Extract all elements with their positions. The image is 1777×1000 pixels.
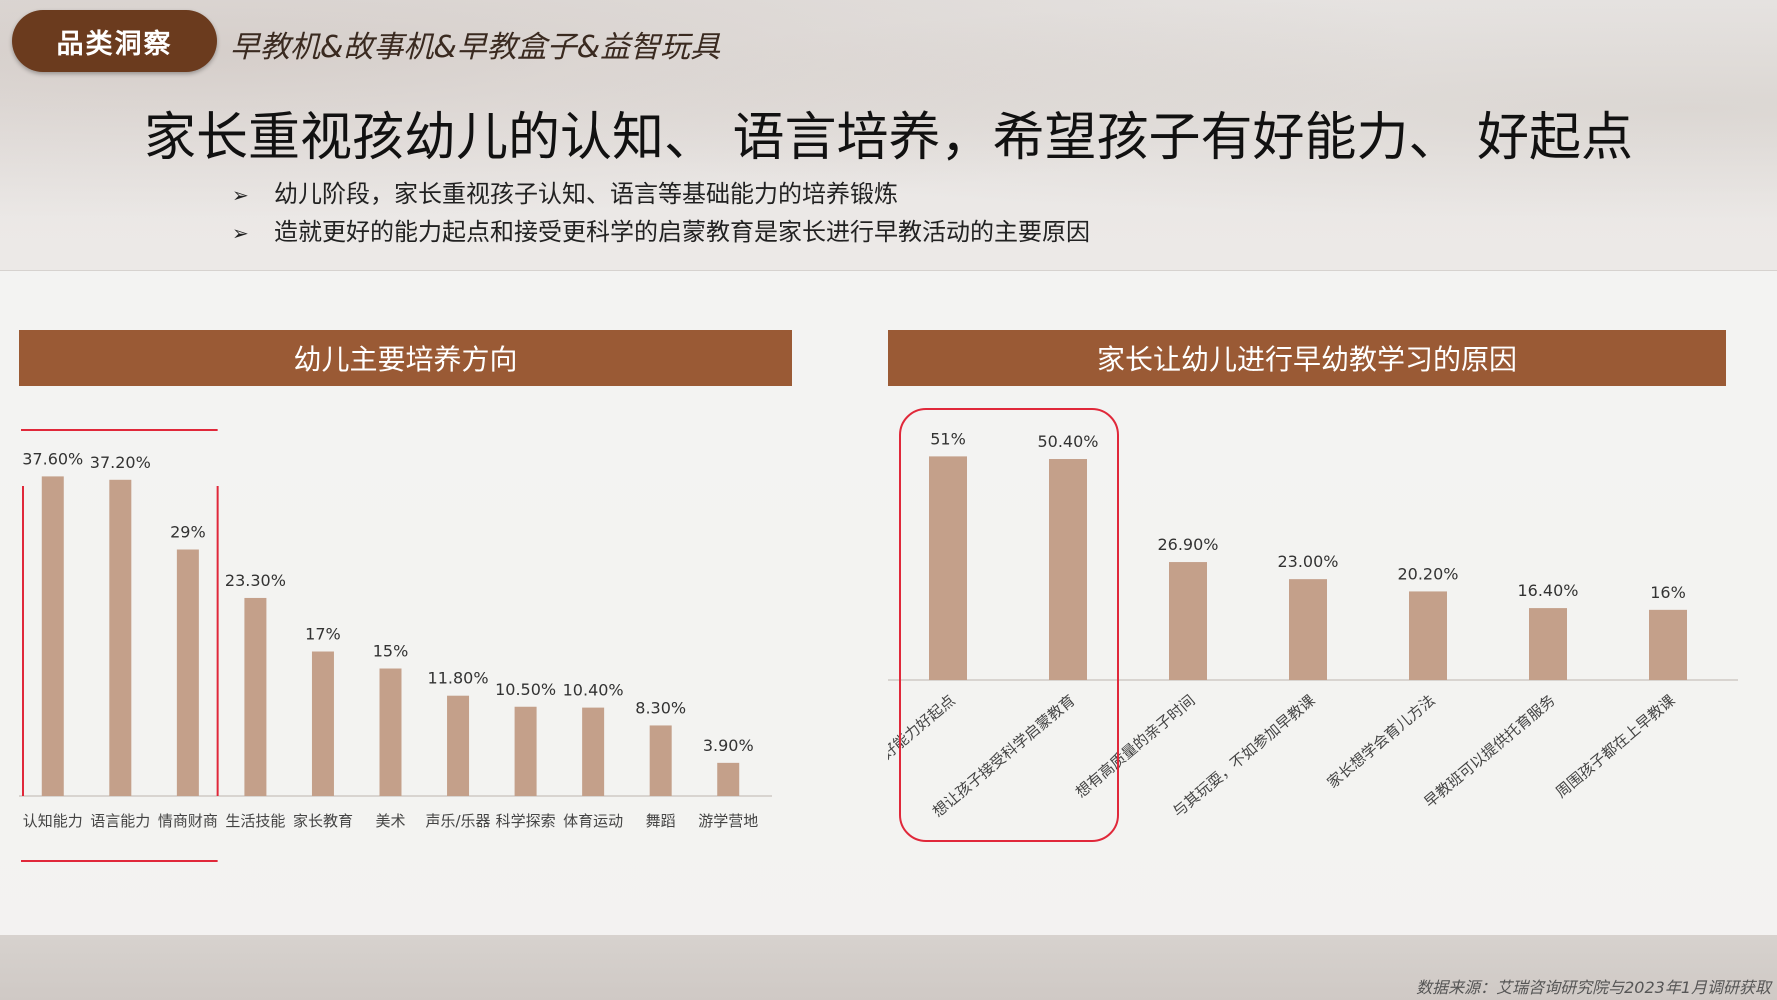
arrowhead-icon: ➢: [232, 183, 249, 207]
bar: [1649, 609, 1687, 680]
data-label: 20.20%: [1397, 564, 1458, 583]
data-label: 26.90%: [1157, 535, 1218, 554]
highlight-frame: [899, 408, 1119, 842]
bar: [1169, 562, 1207, 680]
tick-label: 情商财商: [158, 812, 218, 830]
right-chart-header: 家长让幼儿进行早幼教学习的原因: [888, 330, 1726, 386]
tick-label: 家长想学会育儿方法: [1324, 691, 1439, 792]
category-tag: 品类洞察: [12, 10, 217, 72]
tick-label: 科学探索: [496, 812, 556, 830]
tick-label: 认知能力: [23, 812, 83, 830]
data-label: 29%: [170, 523, 206, 542]
bar: [649, 725, 672, 796]
background-bottom: [0, 935, 1777, 1000]
tick-label: 生活技能: [225, 812, 285, 830]
background-top: [0, 0, 1777, 270]
bullet-text: 造就更好的能力起点和接受更科学的启蒙教育是家长进行早教活动的主要原因: [274, 218, 1090, 246]
tick-label: 想有高质量的亲子时间: [1072, 691, 1198, 801]
data-label: 16.40%: [1517, 581, 1578, 600]
data-label: 23.00%: [1277, 552, 1338, 571]
tick-label: 美术: [375, 812, 405, 830]
data-label: 10.50%: [495, 680, 556, 699]
bar: [1529, 608, 1567, 680]
bar: [514, 706, 537, 796]
right-chart-svg: 51%希望孩子有好能力好起点50.40%想让孩子接受科学启蒙教育26.90%想有…: [821, 408, 1738, 842]
tick-label: 周围孩子都在上早教课: [1552, 691, 1678, 801]
left-chart: 37.60% 认知能力 37.20% 语言能力 29% 情商财商 23.30% 生活技能 17%…: [14, 420, 792, 870]
tick-label: 声乐/乐器: [426, 812, 491, 830]
bullet-text: 幼儿阶段，家长重视孩子认知、语言等基础能力的培养锻炼: [274, 180, 898, 208]
data-label: 11.80%: [428, 669, 489, 688]
bullet-item: ➢ 幼儿阶段，家长重视孩子认知、语言等基础能力的培养锻炼: [232, 175, 1090, 213]
tick-label: 体育运动: [563, 812, 623, 830]
arrowhead-icon: ➢: [232, 221, 249, 245]
right-chart: 51% 希望孩子有好能力好起点 50.40% 想让孩子接受科学启蒙教育 26.90% 想有…: [821, 405, 1738, 865]
data-label: 10.40%: [563, 681, 624, 700]
bullet-list: ➢ 幼儿阶段，家长重视孩子认知、语言等基础能力的培养锻炼 ➢ 造就更好的能力起点和接…: [232, 175, 1090, 251]
data-label: 37.60%: [22, 449, 83, 468]
left-chart-header: 幼儿主要培养方向: [19, 330, 792, 386]
data-source: 数据来源：艾瑞咨询研究院与2023年1月调研获取: [1416, 978, 1771, 997]
tick-label: 家长教育: [293, 812, 353, 830]
bar: [1409, 591, 1447, 680]
bar: [311, 651, 334, 796]
bar: [447, 695, 470, 796]
bar: [244, 597, 267, 796]
data-label: 37.20%: [90, 453, 151, 472]
data-label: 50.40%: [1037, 432, 1098, 451]
data-label: 15%: [373, 642, 409, 661]
left-chart-svg: 37.60% 认知能力 37.20% 语言能力 29% 情商财商 23.30% 生活技能 17%…: [14, 429, 772, 862]
data-label: 8.30%: [635, 698, 686, 717]
data-label: 16%: [1650, 583, 1686, 602]
bar: [717, 762, 740, 796]
data-label: 23.30%: [225, 571, 286, 590]
page-subtitle: 早教机&故事机&早教盒子&益智玩具: [230, 30, 721, 65]
bar: [109, 479, 132, 796]
bar: [379, 668, 402, 796]
data-label: 3.90%: [703, 736, 754, 755]
tick-label: 舞蹈: [646, 812, 676, 830]
bar: [582, 707, 605, 796]
tick-label: 早教班可以提供托育服务: [1421, 691, 1559, 811]
data-label: 51%: [930, 429, 966, 448]
bar: [41, 476, 64, 796]
bar: [1049, 459, 1087, 680]
tick-label: 语言能力: [90, 812, 150, 830]
page-title: 家长重视孩幼儿的认知、 语言培养，希望孩子有好能力、 好起点: [143, 108, 1634, 168]
data-label: 17%: [305, 625, 341, 644]
bar: [929, 456, 967, 680]
bar: [1289, 579, 1327, 680]
tick-label: 游学营地: [698, 812, 758, 830]
bar: [176, 549, 199, 796]
bullet-item: ➢ 造就更好的能力起点和接受更科学的启蒙教育是家长进行早教活动的主要原因: [232, 213, 1090, 251]
